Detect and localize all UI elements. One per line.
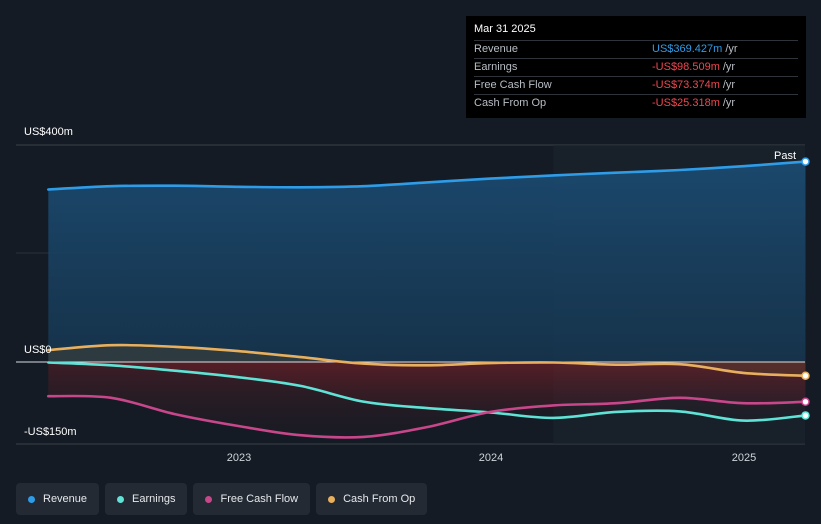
tooltip-value: US$369.427m bbox=[652, 43, 723, 55]
free-cash-flow-area bbox=[48, 362, 806, 438]
legend-item-cash-from-op[interactable]: Cash From Op bbox=[316, 483, 428, 515]
tooltip-row-earnings: Earnings -US$98.509m /yr bbox=[474, 58, 798, 76]
cash-from-op-end-point bbox=[801, 371, 810, 380]
chart-legend: Revenue Earnings Free Cash Flow Cash Fro… bbox=[16, 483, 428, 515]
tooltip-unit: /yr bbox=[722, 79, 736, 91]
tooltip-label: Cash From Op bbox=[474, 97, 547, 109]
tooltip-unit: /yr bbox=[722, 61, 736, 73]
free-cash-flow-end-point bbox=[801, 397, 810, 407]
legend-dot-icon bbox=[28, 495, 35, 503]
tooltip-unit: /yr bbox=[725, 43, 738, 55]
legend-label: Earnings bbox=[132, 493, 176, 505]
tooltip-value: -US$98.509m bbox=[652, 61, 720, 73]
tooltip-date: Mar 31 2025 bbox=[474, 23, 536, 35]
revenue-area bbox=[48, 161, 806, 362]
tooltip-row-cash-from-op: Cash From Op -US$25.318m /yr bbox=[474, 94, 798, 112]
legend-item-revenue[interactable]: Revenue bbox=[16, 483, 100, 515]
legend-item-free-cash-flow[interactable]: Free Cash Flow bbox=[193, 483, 311, 515]
tooltip-value: -US$73.374m bbox=[652, 79, 720, 91]
earnings-line bbox=[47, 361, 807, 422]
series-lines bbox=[47, 160, 807, 439]
series-areas bbox=[16, 161, 806, 438]
earnings-end-point bbox=[801, 411, 810, 420]
revenue-line bbox=[47, 160, 807, 191]
legend-dot-icon bbox=[205, 495, 213, 503]
x-tick-label: 2025 bbox=[731, 452, 757, 464]
tooltip-row-free-cash-flow: Free Cash Flow -US$73.374m /yr bbox=[474, 76, 798, 94]
cash-from-op-area bbox=[48, 345, 806, 376]
revenue-end-point bbox=[801, 157, 810, 166]
series-end-dots bbox=[801, 157, 810, 420]
legend-label: Revenue bbox=[43, 493, 88, 505]
tooltip-label: Free Cash Flow bbox=[474, 79, 552, 91]
legend-item-earnings[interactable]: Earnings bbox=[105, 483, 188, 515]
tooltip-row-revenue: Revenue US$369.427m /yr bbox=[474, 40, 798, 58]
x-tick-label: 2024 bbox=[478, 452, 504, 464]
y-axis-label-top: US$400m bbox=[24, 126, 73, 138]
tooltip-label: Earnings bbox=[474, 61, 518, 73]
tooltip-unit: /yr bbox=[722, 97, 736, 109]
legend-dot-icon bbox=[328, 495, 336, 503]
cash-from-op-line bbox=[47, 343, 807, 377]
x-tick-label: 2023 bbox=[226, 452, 252, 464]
past-label: Past bbox=[774, 150, 797, 162]
legend-label: Cash From Op bbox=[343, 493, 416, 505]
legend-dot-icon bbox=[117, 495, 125, 503]
tooltip-label: Revenue bbox=[474, 43, 519, 55]
free-cash-flow-line bbox=[47, 394, 807, 439]
tooltip-value: -US$25.318m bbox=[652, 97, 720, 109]
y-axis-label-bottom: -US$150m bbox=[24, 426, 77, 438]
legend-label: Free Cash Flow bbox=[220, 493, 299, 505]
data-tooltip: Mar 31 2025 Revenue US$369.427m /yr Earn… bbox=[466, 16, 806, 118]
y-axis-label-zero: US$0 bbox=[24, 344, 52, 356]
